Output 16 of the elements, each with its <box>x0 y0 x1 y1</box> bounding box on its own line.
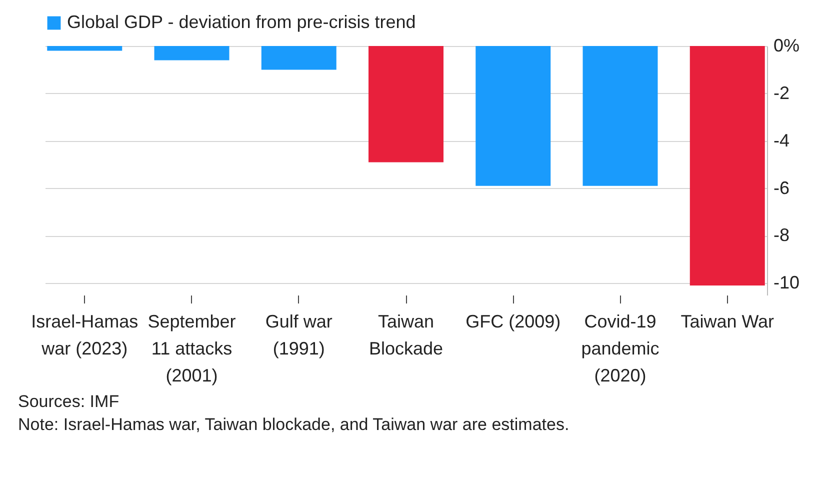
text: Note: Israel-Hamas war, Taiwan blockade, and Taiwan war are estimates. <box>18 414 570 436</box>
y-tick-label: -6 <box>774 178 790 198</box>
legend-label: Global GDP - deviation from pre-crisis trend <box>67 12 416 32</box>
y-tick-label: 0% <box>774 36 800 56</box>
y-tick-label: -2 <box>774 82 790 103</box>
y-tick-label: -4 <box>774 130 790 150</box>
x-tick-label: Taiwan War <box>680 312 774 332</box>
source-note: Sources: IMF <box>18 391 120 413</box>
y-tick-label: -10 <box>774 272 800 293</box>
x-tick-label: Taiwan Blockade <box>368 312 444 358</box>
x-tick-label: GFC (2009) <box>466 312 561 332</box>
x-tick-label: Covid-19 pandemic (2020) <box>581 312 660 386</box>
y-tick-label: -8 <box>774 225 790 246</box>
x-tick-label: Gulf war (1991) <box>265 312 332 358</box>
x-tick-label: September 11 attacks (2001) <box>148 312 236 386</box>
x-tick-label: Israel-Hamas war (2023) <box>31 312 138 358</box>
